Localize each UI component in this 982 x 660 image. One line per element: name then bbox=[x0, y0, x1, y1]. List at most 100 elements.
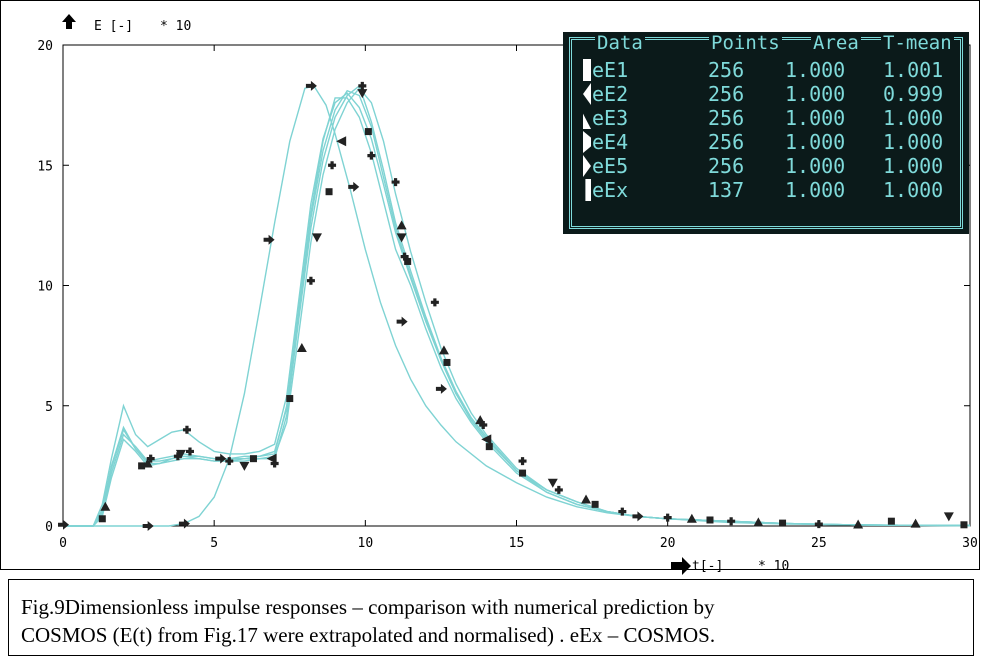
data-point-marker bbox=[396, 233, 407, 243]
legend-marker-icon bbox=[583, 131, 591, 153]
data-point-marker bbox=[367, 151, 376, 160]
data-point-marker bbox=[753, 517, 764, 527]
y-tick-label: 10 bbox=[37, 280, 53, 295]
data-point-marker bbox=[58, 519, 69, 530]
y-tick-label: 5 bbox=[45, 400, 53, 415]
data-point-marker bbox=[485, 443, 493, 451]
data-point-marker bbox=[581, 494, 592, 504]
legend-cell-points: 256 bbox=[708, 82, 745, 106]
data-point-marker bbox=[435, 383, 447, 394]
x-tick-label: 30 bbox=[962, 536, 978, 551]
data-point-marker bbox=[814, 520, 823, 529]
legend-marker-icon bbox=[583, 155, 591, 177]
data-point-marker bbox=[632, 511, 644, 522]
data-point-marker bbox=[396, 316, 408, 327]
legend-cell-area: 1.000 bbox=[785, 154, 846, 178]
data-point-marker bbox=[306, 276, 315, 285]
legend-cell-area: 1.000 bbox=[785, 82, 846, 106]
data-point-marker bbox=[519, 469, 527, 477]
legend-header-tmean: T-mean bbox=[881, 32, 954, 54]
data-point-marker bbox=[142, 458, 153, 468]
impulse-response-chart: 0 5 10 15 20 0 5 10 15 20 25 30 E [-] * 10 t[-] * 1… bbox=[37, 14, 978, 575]
data-point-marker bbox=[663, 513, 672, 522]
data-point-marker bbox=[239, 461, 250, 471]
data-point-marker bbox=[779, 519, 787, 527]
data-point-marker bbox=[185, 447, 194, 456]
data-point-marker bbox=[479, 420, 488, 429]
caption-line-1: Fig.9Dimensionless impulse responses – c… bbox=[21, 595, 715, 619]
legend-row: eE4 256 1.000 1.000 bbox=[587, 130, 947, 154]
data-point-marker bbox=[296, 343, 307, 353]
legend-cell-data: eE3 bbox=[592, 106, 629, 130]
x-tick-label: 10 bbox=[358, 536, 374, 551]
data-point-marker bbox=[358, 81, 367, 90]
data-point-marker bbox=[336, 136, 347, 147]
legend-cell-points: 256 bbox=[708, 58, 745, 82]
legend-row: eEx 137 1.000 1.000 bbox=[587, 178, 947, 202]
x-tick-label: 5 bbox=[210, 536, 218, 551]
legend-cell-data: eE5 bbox=[592, 154, 629, 178]
x-tick-label: 0 bbox=[59, 536, 67, 551]
y-axis-multiplier: * 10 bbox=[160, 19, 191, 34]
data-point-marker bbox=[443, 358, 451, 366]
x-tick-label: 20 bbox=[660, 536, 676, 551]
data-point-marker bbox=[887, 517, 895, 525]
legend-cell-data: eE2 bbox=[592, 82, 629, 106]
data-point-marker bbox=[225, 457, 234, 466]
legend-cell-points: 256 bbox=[708, 106, 745, 130]
legend-row: eE1 256 1.000 1.001 bbox=[587, 58, 947, 82]
y-axis-arrow-icon bbox=[62, 14, 76, 29]
legend-cell-points: 256 bbox=[708, 154, 745, 178]
data-point-marker bbox=[325, 188, 333, 196]
data-point-marker bbox=[618, 507, 627, 516]
legend-cell-area: 1.000 bbox=[785, 58, 846, 82]
data-point-marker bbox=[286, 395, 294, 403]
y-tick-label: 20 bbox=[37, 39, 53, 54]
data-point-marker bbox=[547, 478, 558, 488]
y-tick-label: 15 bbox=[37, 159, 53, 174]
data-point-marker bbox=[438, 345, 449, 355]
legend-cell-tmean: 1.001 bbox=[883, 58, 944, 82]
x-tick-label: 15 bbox=[509, 536, 525, 551]
data-point-marker bbox=[396, 220, 407, 230]
data-point-marker bbox=[391, 178, 400, 187]
data-point-marker bbox=[481, 434, 492, 445]
data-point-marker bbox=[430, 298, 439, 307]
legend-table: Data Points Area T-mean eE1 256 1.000 1.001… bbox=[563, 32, 969, 234]
data-point-marker bbox=[263, 234, 275, 245]
x-tick-label: 25 bbox=[811, 536, 827, 551]
legend-cell-tmean: 1.000 bbox=[883, 106, 944, 130]
data-point-marker bbox=[518, 457, 527, 466]
data-point-marker bbox=[591, 500, 599, 508]
data-point-marker bbox=[960, 521, 968, 529]
data-point-marker bbox=[328, 161, 337, 170]
legend-cell-data: eEx bbox=[592, 178, 629, 202]
data-point-marker bbox=[364, 128, 372, 136]
legend-header-data: Data bbox=[595, 32, 645, 54]
legend-header-area: Area bbox=[811, 32, 861, 54]
data-point-marker bbox=[305, 80, 317, 91]
data-point-marker bbox=[554, 485, 563, 494]
legend-cell-tmean: 0.999 bbox=[883, 82, 944, 106]
legend-marker-icon bbox=[585, 179, 591, 201]
data-point-marker bbox=[400, 252, 409, 261]
data-point-marker bbox=[357, 89, 368, 99]
legend-marker-icon bbox=[583, 83, 591, 105]
series-line-5 bbox=[63, 89, 971, 527]
legend-cell-points: 137 bbox=[708, 178, 745, 202]
legend-cell-points: 256 bbox=[708, 130, 745, 154]
legend-cell-area: 1.000 bbox=[785, 178, 846, 202]
data-point-marker bbox=[138, 462, 146, 470]
data-point-marker bbox=[270, 459, 279, 468]
legend-cell-tmean: 1.000 bbox=[883, 178, 944, 202]
x-axis-arrow-icon bbox=[671, 557, 691, 575]
legend-row: eE3 256 1.000 1.000 bbox=[587, 106, 947, 130]
legend-cell-area: 1.000 bbox=[785, 106, 846, 130]
legend-cell-data: eE4 bbox=[592, 130, 629, 154]
data-point-marker bbox=[706, 516, 714, 524]
legend-marker-icon bbox=[583, 59, 591, 81]
data-point-marker bbox=[215, 453, 227, 464]
data-point-marker bbox=[686, 513, 697, 523]
plot-frame bbox=[0, 0, 980, 570]
